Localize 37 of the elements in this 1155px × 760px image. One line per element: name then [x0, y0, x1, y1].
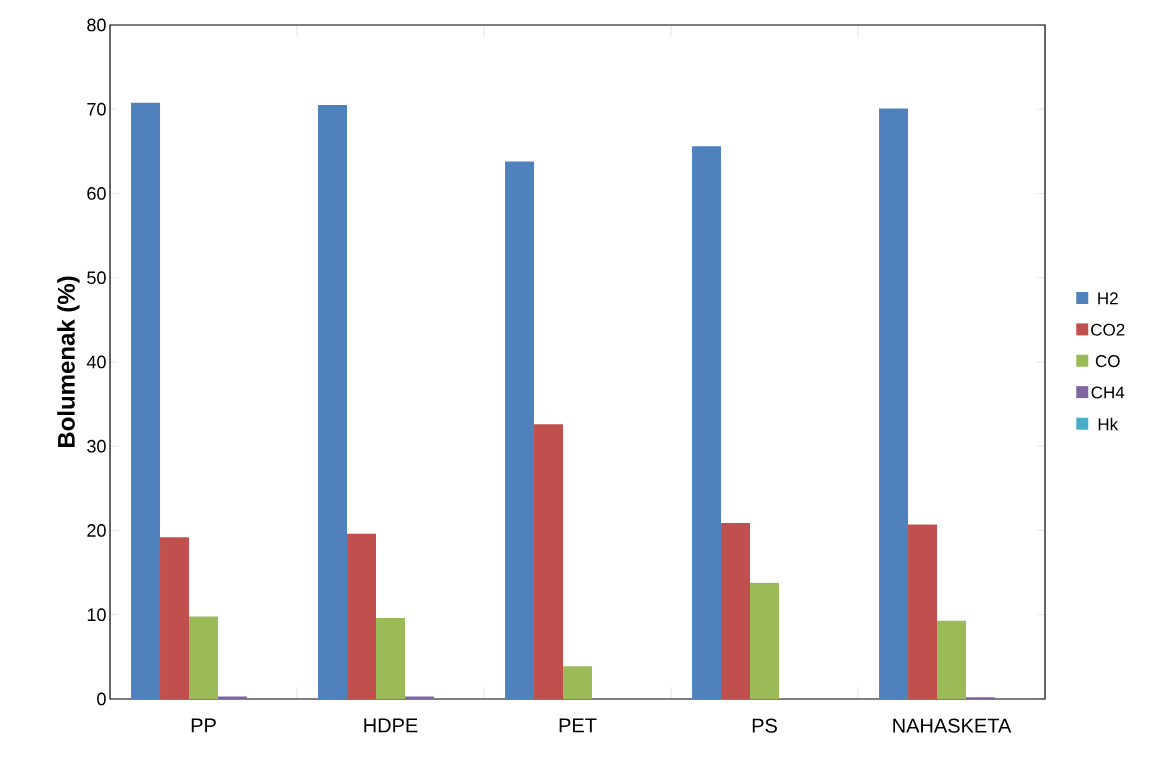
y-tick-label: 0	[97, 692, 106, 706]
bar	[721, 522, 751, 699]
legend-label: CH4	[1091, 386, 1125, 399]
bar	[318, 105, 348, 699]
legend-label: H2	[1098, 292, 1118, 305]
y-axis-title: Bolumenak (%)	[57, 276, 80, 448]
y-tick-label: 70	[87, 102, 106, 116]
bar	[908, 524, 938, 699]
bar	[534, 424, 564, 699]
y-tick-label: 40	[86, 355, 106, 369]
bar	[189, 616, 218, 699]
bar	[347, 533, 377, 699]
y-tick-label: 30	[87, 439, 106, 453]
bar	[218, 696, 247, 699]
bar	[160, 537, 190, 699]
x-tick-label: PP	[191, 718, 216, 733]
y-tick-label: 80	[87, 18, 106, 32]
x-tick-label: HDPE	[364, 718, 418, 733]
y-tick-label: 60	[87, 187, 106, 200]
legend-label: Hk	[1098, 417, 1119, 431]
y-tick-label: 50	[87, 271, 106, 285]
bar	[879, 108, 909, 699]
bar	[131, 102, 161, 699]
bar	[692, 146, 722, 699]
bar	[750, 582, 779, 699]
bar	[376, 618, 405, 699]
x-tick-label: PS	[752, 718, 777, 733]
x-tick-label: PET	[559, 718, 597, 733]
y-tick-label: 10	[87, 608, 106, 622]
y-tick-label: 20	[87, 524, 106, 537]
bar	[563, 666, 592, 699]
bar	[505, 161, 535, 699]
legend-label: CO	[1095, 355, 1120, 368]
x-tick-label: NAHASKETA	[893, 718, 1012, 733]
legend-label: CO2	[1091, 323, 1125, 336]
bar	[405, 696, 434, 699]
bar	[937, 620, 967, 699]
